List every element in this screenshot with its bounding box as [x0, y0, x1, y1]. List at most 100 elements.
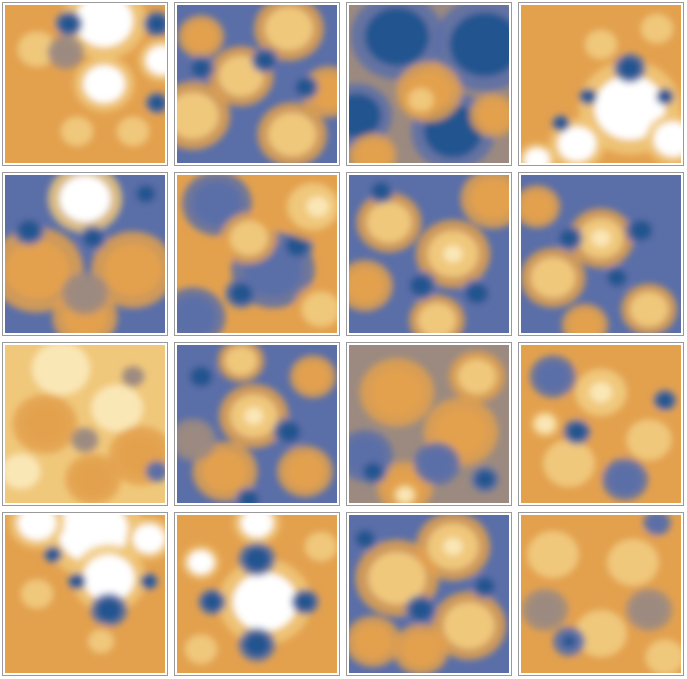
contour-blob — [591, 229, 611, 247]
contour-field — [521, 345, 681, 503]
contour-blob — [17, 220, 41, 241]
density-plot-r1c3 — [346, 2, 512, 166]
contour-blob — [629, 220, 653, 241]
contour-blob — [83, 65, 125, 103]
contour-blob — [647, 515, 667, 532]
contour-blob — [449, 12, 509, 77]
contour-blob — [409, 599, 433, 620]
contour-blob — [268, 112, 317, 157]
contour-blob — [355, 529, 375, 548]
contour-blob — [535, 415, 555, 433]
contour-blob — [17, 31, 57, 67]
contour-blob — [658, 90, 672, 103]
contour-blob — [149, 95, 165, 111]
contour-blob — [142, 575, 156, 588]
contour-blob — [443, 537, 463, 556]
contour-blob — [618, 58, 641, 79]
density-plot-r1c4 — [518, 2, 684, 166]
contour-field — [349, 175, 509, 333]
contour-blob — [349, 93, 381, 138]
contour-blob — [21, 579, 53, 609]
contour-blob — [75, 431, 95, 449]
contour-blob — [626, 419, 672, 461]
contour-blob — [365, 7, 429, 66]
contour-blob — [653, 121, 681, 157]
contour-blob — [529, 595, 561, 625]
density-plot-r4c3 — [346, 512, 512, 676]
contour-blob — [69, 278, 101, 309]
contour-blob — [305, 532, 337, 562]
contour-blob — [145, 45, 165, 75]
contour-blob — [147, 15, 165, 33]
contour-blob — [185, 634, 217, 664]
contour-blob — [567, 423, 587, 441]
contour-blob — [530, 257, 576, 299]
contour-blob — [5, 453, 41, 489]
contour-blob — [475, 577, 495, 595]
contour-blob — [61, 116, 93, 146]
density-plot-r1c1 — [2, 2, 168, 166]
contour-blob — [569, 310, 601, 333]
contour-blob — [521, 192, 553, 222]
contour-blob — [177, 425, 209, 455]
contour-blob — [543, 440, 595, 487]
contour-blob — [408, 88, 434, 112]
contour-blob — [295, 593, 315, 611]
contour-blob — [443, 602, 495, 649]
contour-blob — [233, 572, 297, 631]
contour-blob — [607, 268, 627, 287]
contour-blob — [527, 531, 579, 578]
contour-blob — [96, 598, 122, 622]
density-plot-r2c4 — [518, 172, 684, 336]
contour-blob — [125, 369, 141, 384]
contour-blob — [188, 550, 214, 575]
contour-field — [5, 175, 165, 333]
contour-blob — [53, 40, 79, 65]
contour-blob — [368, 552, 426, 605]
contour-blob — [633, 595, 665, 625]
contour-blob — [524, 148, 550, 163]
contour-blob — [22, 403, 68, 445]
contour-blob — [117, 116, 149, 146]
contour-field — [521, 175, 681, 333]
contour-blob — [59, 15, 79, 33]
contour-blob — [244, 407, 264, 425]
contour-blob — [229, 220, 269, 256]
contour-blob — [594, 75, 665, 140]
contour-blob — [73, 461, 113, 497]
contour-blob — [185, 22, 217, 52]
contour-blob — [91, 384, 143, 432]
contour-blob — [607, 539, 659, 586]
contour-blob — [581, 90, 595, 103]
contour-field — [177, 345, 337, 503]
contour-blob — [443, 245, 463, 263]
density-plot-r4c2 — [174, 512, 340, 676]
contour-blob — [417, 302, 457, 333]
contour-blob — [397, 487, 413, 503]
contour-blob — [285, 453, 325, 489]
contour-blob — [46, 548, 60, 561]
contour-blob — [559, 229, 579, 247]
contour-blob — [371, 182, 391, 200]
contour-field — [349, 5, 509, 163]
contour-blob — [557, 126, 597, 162]
contour-blob — [401, 631, 441, 667]
contour-field — [349, 515, 509, 673]
contour-blob — [239, 491, 259, 503]
contour-blob — [218, 55, 264, 97]
contour-blob — [421, 448, 453, 479]
contour-blob — [244, 632, 270, 657]
contour-blob — [477, 101, 509, 131]
contour-blob — [5, 240, 69, 299]
contour-blob — [349, 268, 385, 304]
contour-blob — [189, 366, 213, 387]
contour-blob — [657, 393, 673, 408]
contour-blob — [371, 369, 423, 416]
density-plot-r4c4 — [518, 512, 684, 676]
contour-blob — [177, 296, 216, 333]
contour-field — [5, 515, 165, 673]
density-plot-r2c1 — [2, 172, 168, 336]
contour-field — [5, 5, 165, 163]
contour-blob — [609, 464, 641, 494]
contour-blob — [70, 575, 84, 588]
